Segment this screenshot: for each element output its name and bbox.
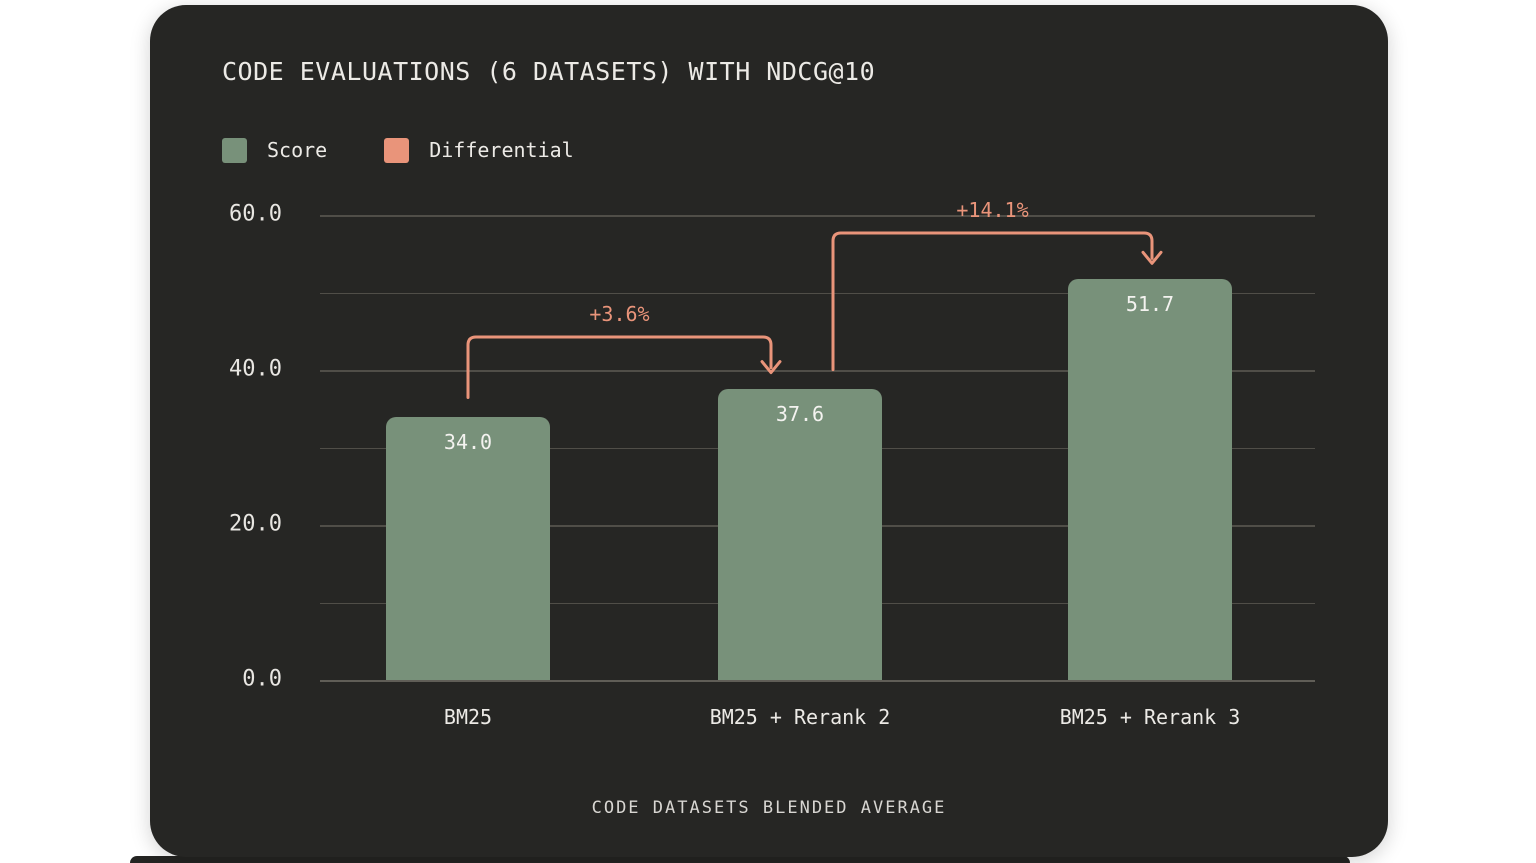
chart-title: CODE EVALUATIONS (6 DATASETS) WITH NDCG@…	[222, 57, 876, 86]
y-tick-label: 40.0	[229, 356, 282, 382]
x-tick-label: BM25 + Rerank 3	[1059, 705, 1241, 729]
gridline-60	[320, 215, 1315, 217]
bar-value-label: 51.7	[1125, 292, 1175, 317]
y-tick-label: 20.0	[229, 511, 282, 537]
bar-value-label: 37.6	[775, 401, 825, 426]
x-tick-label: BM25	[443, 705, 493, 729]
bar-value-label: 34.0	[443, 429, 493, 454]
x-tick-label: BM25 + Rerank 2	[709, 705, 891, 729]
legend-swatch-score	[222, 137, 247, 163]
legend-swatch-differential	[384, 137, 410, 163]
legend-label-differential: Differential	[429, 138, 574, 162]
gridline-0	[320, 680, 1315, 682]
chart-card: CODE EVALUATIONS (6 DATASETS) WITH NDCG@…	[150, 5, 1388, 857]
differential-label: +14.1%	[956, 198, 1029, 222]
legend-label-score: Score	[267, 138, 328, 162]
gridline-50	[320, 292, 1315, 294]
x-axis-title: CODE DATASETS BLENDED AVERAGE	[591, 798, 947, 818]
y-tick-label: 60.0	[229, 201, 282, 227]
y-tick-label: 0.0	[242, 666, 282, 692]
differential-label: +3.6%	[589, 302, 650, 326]
gridline-40	[320, 370, 1315, 372]
bar-bm25	[386, 416, 550, 680]
bar-bm25-rerank-2	[718, 388, 882, 680]
legend: Score Differential	[222, 137, 574, 163]
background-card-edge	[130, 856, 1350, 863]
bar-bm25-rerank-3	[1068, 279, 1232, 680]
arrowhead-icon	[1141, 250, 1163, 265]
